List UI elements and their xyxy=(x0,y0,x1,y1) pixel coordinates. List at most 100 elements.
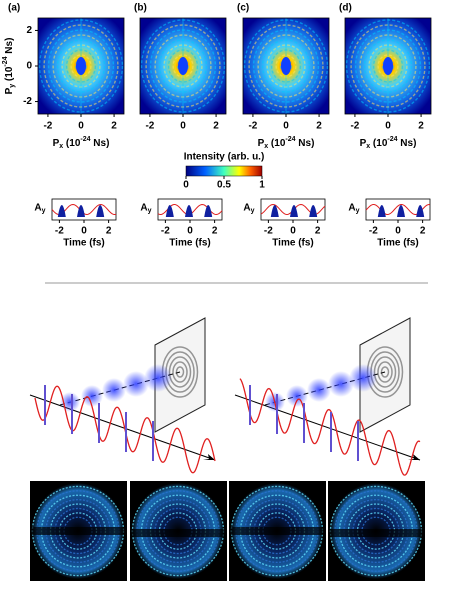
detector-band xyxy=(231,527,324,535)
axis-label: Time (fs) xyxy=(63,238,105,249)
x-tick-label: -2 xyxy=(55,226,64,237)
y-tick-label: 2 xyxy=(26,25,32,36)
panel-label: (d) xyxy=(339,3,352,14)
beam xyxy=(59,371,181,406)
pulse xyxy=(77,205,85,217)
subscript: y xyxy=(148,208,152,215)
screen-ring xyxy=(175,366,185,378)
superscript: -24 xyxy=(387,136,397,143)
x-tick-label: 2 xyxy=(418,121,424,132)
x-tick-label: 0 xyxy=(180,121,186,132)
label-part: (10 xyxy=(63,138,81,149)
pulse xyxy=(290,205,298,217)
colorbar-tick-label: 0 xyxy=(183,180,189,191)
pulse xyxy=(57,205,66,217)
pulse xyxy=(165,205,174,217)
subscript: y xyxy=(42,208,46,215)
detector-band xyxy=(132,529,225,537)
x-tick-label: 0 xyxy=(187,226,193,237)
screen xyxy=(359,317,411,433)
label-part: A xyxy=(34,202,41,213)
axis-label: Px (10-24 Ns) xyxy=(360,136,417,150)
x-tick-label: 0 xyxy=(283,121,289,132)
axis-label: Ay xyxy=(243,202,254,215)
pulse xyxy=(416,205,425,217)
axis-label: Ay xyxy=(348,202,359,215)
superscript: -24 xyxy=(80,136,90,143)
x-tick-label: -2 xyxy=(350,121,359,132)
x-tick-label: 0 xyxy=(385,121,391,132)
center xyxy=(178,57,188,75)
label-part: A xyxy=(140,202,147,213)
x-tick-label: 2 xyxy=(106,226,112,237)
pulse xyxy=(377,205,386,217)
blob xyxy=(123,371,149,397)
label-part: Ns) xyxy=(91,138,110,149)
detector-images xyxy=(30,481,425,581)
axis-label: Ay xyxy=(34,202,45,215)
arrowhead xyxy=(408,454,420,460)
axis-label: Time (fs) xyxy=(169,238,211,249)
label-part: (10 xyxy=(268,138,286,149)
center xyxy=(281,57,291,75)
blob xyxy=(328,371,354,397)
screen xyxy=(154,317,206,433)
pulse xyxy=(397,205,405,217)
x-tick-label: -2 xyxy=(369,226,378,237)
y-tick-label: 0 xyxy=(26,61,32,72)
label-part: P xyxy=(4,87,15,94)
label-part: Ns) xyxy=(296,138,315,149)
panel-label: (c) xyxy=(237,3,249,14)
screen-ring xyxy=(172,361,188,383)
label-part: Ns) xyxy=(4,38,15,57)
pulse xyxy=(204,205,213,217)
x-tick-label: 2 xyxy=(213,121,219,132)
axis-label: Ay xyxy=(140,202,151,215)
axis-label: Py (10-24 Ns) xyxy=(2,38,16,95)
x-tick-label: 0 xyxy=(78,121,84,132)
subscript: y xyxy=(251,208,255,215)
x-tick-label: 0 xyxy=(81,226,87,237)
pulse xyxy=(309,205,318,217)
label-part: P xyxy=(53,138,60,149)
x-tick-label: -2 xyxy=(43,121,52,132)
detector-band xyxy=(330,529,423,537)
subscript: y xyxy=(356,208,360,215)
axis-label: Px (10-24 Ns) xyxy=(258,136,315,150)
blob xyxy=(349,364,377,392)
axis-label: Time (fs) xyxy=(272,238,314,249)
label-part: (10 xyxy=(370,138,388,149)
screen-ring xyxy=(377,361,393,383)
center xyxy=(383,57,393,75)
panel-label: (b) xyxy=(134,3,147,14)
x-tick-label: 2 xyxy=(316,121,322,132)
beam xyxy=(264,371,386,406)
x-tick-label: 2 xyxy=(315,226,321,237)
pulse xyxy=(96,205,105,217)
panel-label: (a) xyxy=(8,3,20,14)
y-tick-label: -2 xyxy=(23,96,32,107)
superscript: -24 xyxy=(2,56,9,66)
arrowhead xyxy=(203,454,215,460)
x-tick-label: -2 xyxy=(145,121,154,132)
label-part: (10 xyxy=(4,66,15,84)
axis-label: Time (fs) xyxy=(377,238,419,249)
center xyxy=(76,57,86,75)
x-tick-label: -2 xyxy=(264,226,273,237)
subscript: x xyxy=(264,143,268,150)
detector-band xyxy=(32,527,125,535)
subscript: x xyxy=(59,143,63,150)
x-tick-label: 2 xyxy=(212,226,218,237)
blob xyxy=(307,378,331,402)
label-part: Ns) xyxy=(398,138,417,149)
subscript: x xyxy=(366,143,370,150)
field xyxy=(239,378,421,476)
colorbar-tick-label: 0.5 xyxy=(217,180,231,191)
x-tick-label: 2 xyxy=(111,121,117,132)
blob xyxy=(144,364,172,392)
blob xyxy=(286,385,308,407)
label-part: P xyxy=(258,138,265,149)
x-tick-label: -2 xyxy=(161,226,170,237)
colorbar-tick-label: 1 xyxy=(259,180,265,191)
